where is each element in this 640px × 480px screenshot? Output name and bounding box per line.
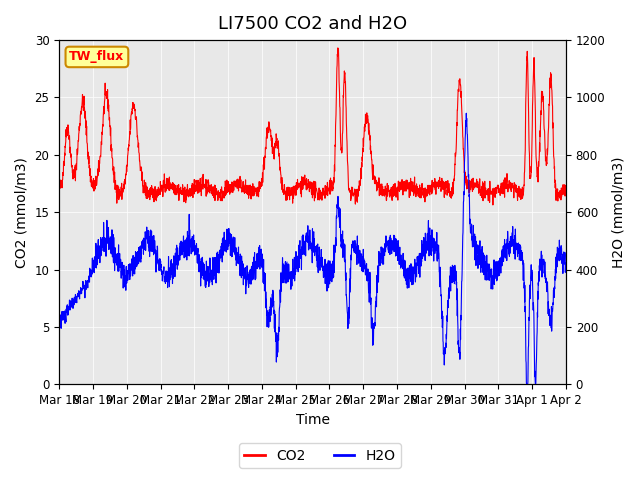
Y-axis label: H2O (mmol/m3): H2O (mmol/m3) [611,156,625,268]
Legend: CO2, H2O: CO2, H2O [239,443,401,468]
X-axis label: Time: Time [296,413,330,427]
Title: LI7500 CO2 and H2O: LI7500 CO2 and H2O [218,15,407,33]
Text: TW_flux: TW_flux [69,50,125,63]
Y-axis label: CO2 (mmol/m3): CO2 (mmol/m3) [15,157,29,268]
